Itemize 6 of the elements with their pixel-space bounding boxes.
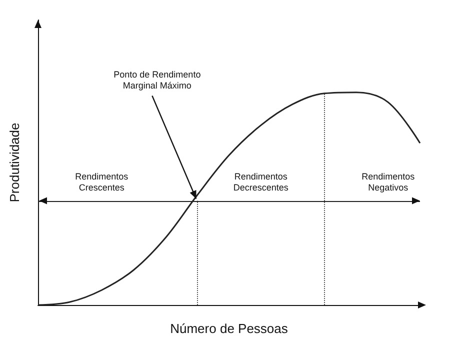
x-axis-title: Número de Pessoas: [170, 321, 288, 336]
annotation: Rendimentos Negativos: [362, 171, 416, 192]
text: Ponto de Rendimento Marginal Máximo: [114, 69, 201, 90]
annotation: Rendimentos Decrescentes: [233, 171, 289, 192]
y-axis-title: Produtividade: [7, 122, 22, 202]
annotation: Rendimentos Crescentes: [75, 171, 129, 192]
